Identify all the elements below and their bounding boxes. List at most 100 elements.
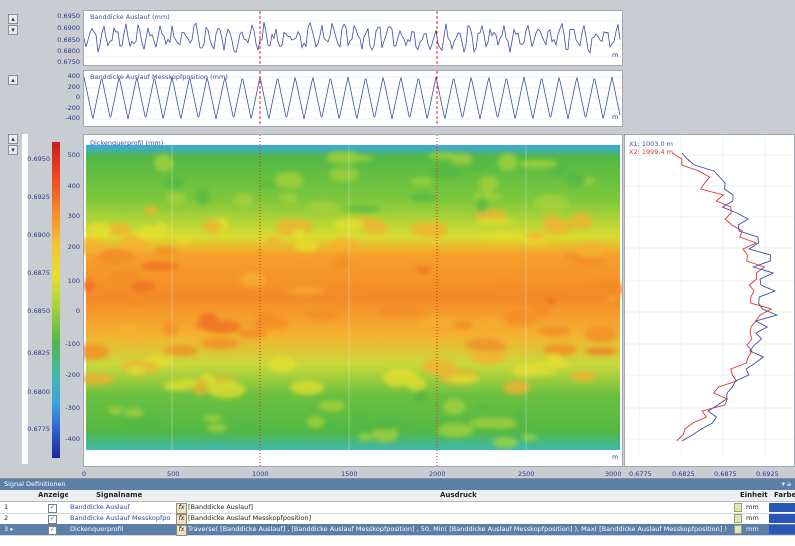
heatmap-xtick: 2500 — [518, 470, 535, 478]
panel-pin-button[interactable]: ▾ a — [781, 480, 791, 488]
colorbar-tick: 0.6775 — [27, 425, 50, 433]
heatmap-legend: Dickenquerprofil (mm) — [90, 139, 164, 147]
heatmap-blob — [119, 234, 151, 253]
heatmap-blob — [574, 242, 607, 259]
profile-chart[interactable]: X1: 1003.0 m X2: 1999.4 m — [624, 134, 795, 467]
heatmap-blob — [361, 421, 402, 430]
heatmap-ytick: 0 — [75, 307, 80, 315]
signal-unit[interactable]: mm — [746, 514, 759, 522]
heatmap-blob — [414, 389, 428, 403]
header-ausdruck[interactable]: Ausdruck — [440, 491, 477, 499]
heatmap-blob — [442, 398, 466, 415]
heatmap-blob — [471, 319, 509, 329]
heatmap-blob — [524, 232, 547, 240]
anzeige-checkbox[interactable]: ✓ — [48, 526, 57, 535]
signal-expression[interactable]: [Banddicke Auslauf] — [188, 503, 254, 511]
top-chart-plot — [84, 11, 622, 65]
signal-expression[interactable]: Traverse( [Banddicke Auslauf] , [Banddic… — [188, 525, 728, 533]
top-series-line — [84, 21, 621, 55]
mid-chart[interactable]: Banddicke Auslauf Messkopfposition (mm) … — [83, 70, 623, 127]
anzeige-checkbox[interactable]: ✓ — [48, 504, 57, 513]
heatmap-xtick: 1000 — [252, 470, 269, 478]
colorbar-tick: 0.6900 — [27, 231, 50, 239]
heatmap-blob — [533, 194, 570, 213]
profile-xtick: 0.6925 — [756, 470, 779, 478]
heatmap-blob — [206, 423, 228, 433]
signal-unit[interactable]: mm — [746, 525, 759, 533]
heatmap-blob — [590, 280, 622, 298]
heatmap-xtick: 2000 — [429, 470, 446, 478]
heatmap-blob — [275, 173, 288, 186]
heatmap-blob — [437, 423, 474, 438]
collapse-button-top[interactable]: ▴ — [8, 14, 18, 24]
signal-name[interactable]: Banddicke Auslauf Messkopfpo — [70, 514, 171, 522]
signal-name[interactable]: Banddicke Auslauf — [70, 503, 130, 511]
row-number: 2 — [4, 514, 9, 522]
color-swatch[interactable] — [769, 503, 795, 512]
heatmap-blob — [584, 348, 618, 355]
heatmap-blob — [279, 193, 298, 203]
collapse-button-mid[interactable]: ▴ — [8, 75, 18, 85]
colorbar-tick: 0.6800 — [27, 388, 50, 396]
heatmap-blob — [469, 349, 507, 365]
unit-dropdown-icon[interactable] — [734, 525, 742, 534]
heatmap-blob — [566, 287, 592, 304]
header-signalname[interactable]: Signalname — [96, 491, 143, 499]
expand-button-top[interactable]: ▾ — [8, 25, 18, 35]
heatmap-blob — [293, 229, 305, 238]
heatmap-blob — [195, 189, 211, 206]
expand-button-heatmap[interactable]: ▾ — [8, 145, 18, 155]
mid-ytick: 400 — [67, 72, 80, 80]
heatmap-xtick: 3000 — [605, 470, 622, 478]
mid-series-line — [84, 76, 621, 120]
unit-dropdown-icon[interactable] — [734, 514, 742, 523]
heatmap-unit: m — [612, 453, 619, 461]
heatmap-blob — [512, 412, 527, 424]
color-swatch[interactable] — [769, 525, 795, 534]
header-einheit[interactable]: Einheit — [740, 491, 768, 499]
formula-icon[interactable]: fx — [176, 503, 187, 514]
heatmap-blob — [269, 356, 297, 373]
cursor1-label: X1: 1003.0 m — [629, 140, 673, 148]
signal-expression[interactable]: [Banddicke Auslauf Messkopfposition] — [188, 514, 312, 522]
heatmap-blob — [153, 153, 174, 172]
heatmap-ytick: 100 — [67, 277, 80, 285]
header-farbe[interactable]: Farbe — [774, 491, 795, 499]
heatmap-blob — [410, 178, 434, 185]
signal-name[interactable]: Dickenquerprofil — [70, 525, 124, 533]
heatmap-blob — [202, 219, 222, 234]
color-swatch[interactable] — [769, 514, 795, 523]
heatmap-ytick: 300 — [67, 212, 80, 220]
heatmap-blob — [163, 345, 199, 356]
heatmap-blob — [330, 238, 358, 251]
heatmap-chart[interactable]: Dickenquerprofil (mm) m — [83, 134, 623, 467]
unit-dropdown-icon[interactable] — [734, 503, 742, 512]
top-chart[interactable]: Banddicke Auslauf (mm) m — [83, 10, 623, 66]
heatmap-blob — [495, 282, 514, 294]
heatmap-blob — [479, 177, 497, 193]
heatmap-blob — [259, 182, 277, 189]
mid-ytick: -200 — [65, 104, 80, 112]
heatmap-xtick: 500 — [167, 470, 180, 478]
heatmap-blob — [343, 205, 382, 213]
signal-unit[interactable]: mm — [746, 503, 759, 511]
heatmap-blob — [252, 316, 289, 330]
heatmap-blob — [306, 201, 339, 211]
heatmap-blob — [178, 237, 191, 244]
heatmap-blob — [516, 368, 545, 375]
left-sidebar: ▴ ▾ ▴ ▴ ▾ — [0, 0, 22, 478]
profile-xtick: 0.6775 — [629, 470, 652, 478]
heatmap-blob — [117, 323, 142, 336]
heatmap-blob — [543, 344, 577, 356]
anzeige-checkbox[interactable]: ✓ — [48, 515, 57, 524]
header-anzeige[interactable]: Anzeige — [38, 491, 68, 499]
formula-icon[interactable]: fx — [176, 525, 187, 536]
collapse-button-heatmap[interactable]: ▴ — [8, 134, 18, 144]
heatmap-blob — [163, 320, 178, 337]
table-row[interactable]: 1 ✓ Banddicke Auslauf fx [Banddicke Ausl… — [0, 502, 795, 514]
table-row-selected[interactable]: 3 ▸ ✓ Dickenquerprofil fx Traverse( [Ban… — [0, 524, 795, 536]
heatmap-blob — [354, 411, 367, 423]
profile-x1-line — [681, 152, 779, 442]
heatmap-ytick: -300 — [65, 404, 80, 412]
heatmap-blob — [307, 415, 325, 429]
